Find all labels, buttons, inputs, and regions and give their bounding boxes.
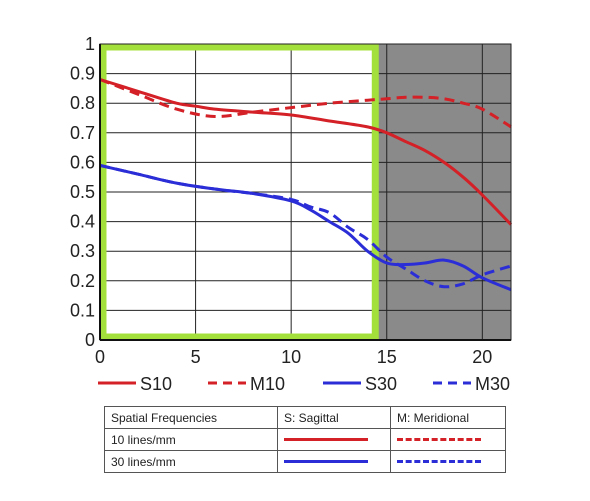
sample-s10 <box>277 428 391 451</box>
x-tick-label: 5 <box>191 347 201 367</box>
series-s10 <box>99 78 513 226</box>
x-tick-label: 10 <box>281 347 301 367</box>
y-tick-labels: 0 0.1 0.2 0.3 0.4 0.5 0.6 0.7 0.8 0.9 1 <box>70 34 95 350</box>
grid <box>100 44 511 340</box>
x-tick-labels: 0 5 10 15 20 <box>95 347 492 367</box>
sample-s30 <box>277 450 391 473</box>
legend-table-row-10: 10 lines/mm <box>104 428 506 451</box>
y-tick-label: 0.3 <box>70 241 95 261</box>
y-tick-label: 0.5 <box>70 182 95 202</box>
mtf-chart: 0 0.1 0.2 0.3 0.4 0.5 0.6 0.7 0.8 0.9 1 0 5 10 15 20 S… <box>70 34 513 394</box>
y-tick-label: 0.2 <box>70 271 95 291</box>
x-tick-label: 20 <box>472 347 492 367</box>
y-tick-label: 1 <box>85 34 95 54</box>
y-tick-label: 0.9 <box>70 64 95 84</box>
legend-label-s30: S30 <box>365 374 397 394</box>
series-m30 <box>99 163 512 289</box>
legend-label-m10: M10 <box>250 374 285 394</box>
highlight-box <box>99 43 379 341</box>
header-sagittal: S: Sagittal <box>277 406 391 429</box>
y-tick-label: 0.4 <box>70 212 95 232</box>
sample-m10 <box>390 428 506 451</box>
y-tick-label: 0.8 <box>70 93 95 113</box>
x-tick-label: 0 <box>95 347 105 367</box>
header-meridional: M: Meridional <box>390 406 506 429</box>
chart-legend: S10 M10 S30 M30 <box>98 374 510 394</box>
legend-table: Spatial Frequencies S: Sagittal M: Merid… <box>104 406 506 473</box>
legend-label-m30: M30 <box>475 374 510 394</box>
highlight-box-rect <box>99 43 379 341</box>
legend-table-header-row: Spatial Frequencies S: Sagittal M: Merid… <box>104 406 506 429</box>
header-spatial-frequencies: Spatial Frequencies <box>104 406 278 429</box>
row-label-30: 30 lines/mm <box>104 450 278 473</box>
y-tick-label: 0 <box>85 330 95 350</box>
y-tick-label: 0.1 <box>70 300 95 320</box>
legend-label-s10: S10 <box>140 374 172 394</box>
sample-m30 <box>390 450 506 473</box>
series-lines <box>99 78 513 292</box>
y-tick-label: 0.7 <box>70 123 95 143</box>
y-tick-label: 0.6 <box>70 152 95 172</box>
legend-table-row-30: 30 lines/mm <box>104 450 506 473</box>
axes <box>99 43 512 341</box>
row-label-10: 10 lines/mm <box>104 428 278 451</box>
x-tick-label: 15 <box>377 347 397 367</box>
series-m10 <box>99 78 512 129</box>
